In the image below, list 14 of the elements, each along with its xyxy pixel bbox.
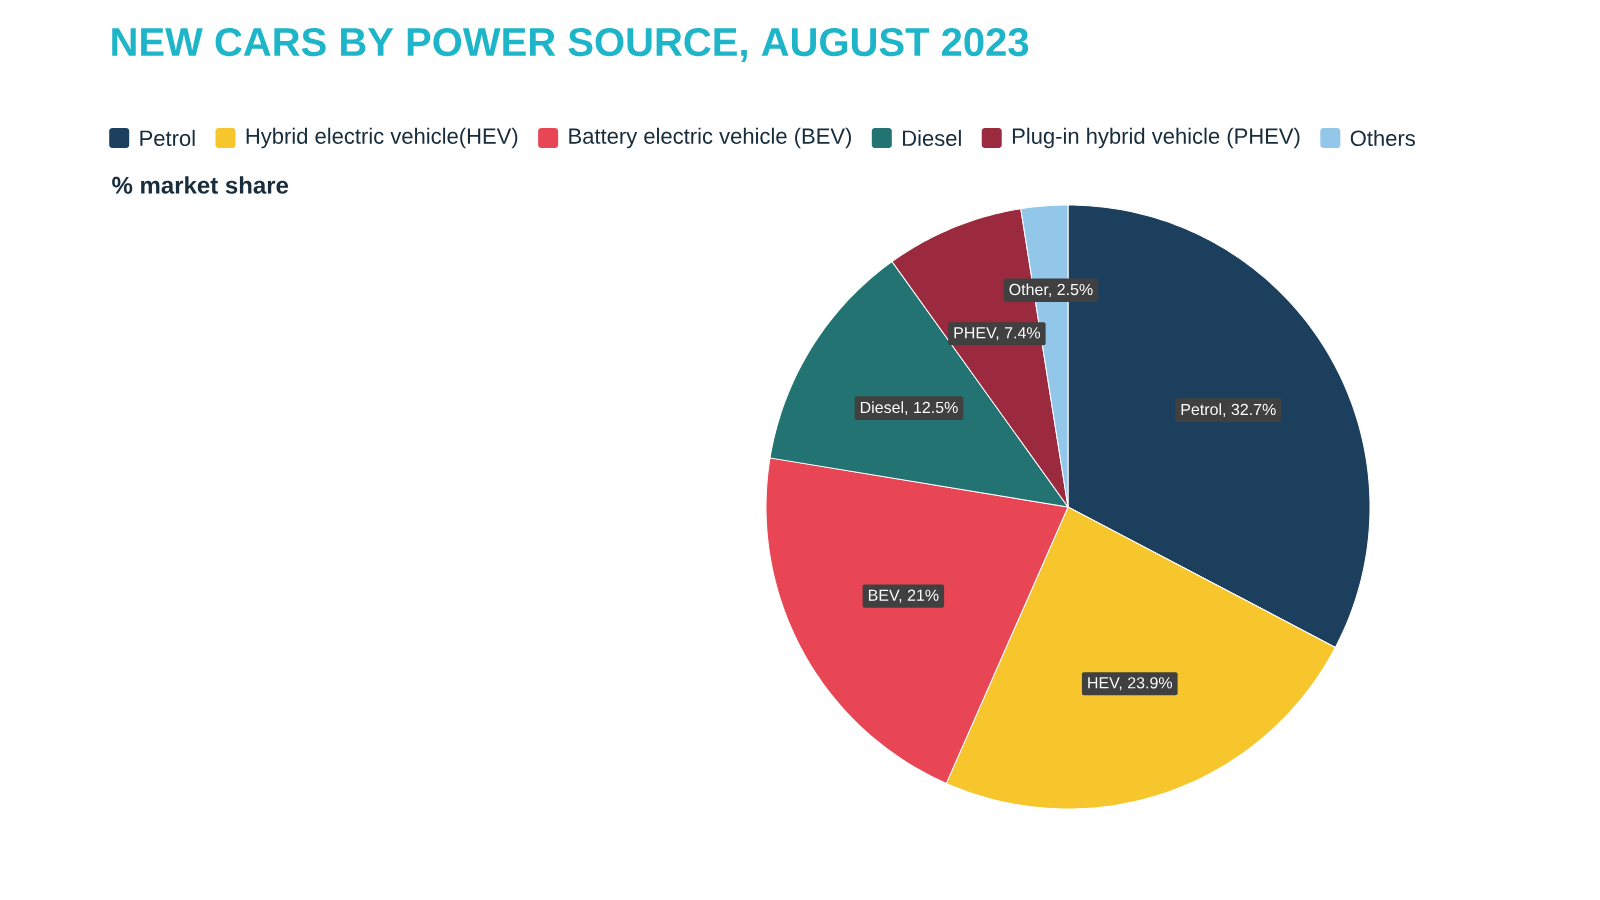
legend-label: Others (1350, 129, 1415, 147)
data-label: Diesel, 12.5% (860, 401, 958, 415)
data-label: Other, 2.5% (1009, 283, 1093, 298)
legend-label: Petrol (140, 129, 195, 147)
legend-label: Hybrid electric vehicle(HEV) (246, 127, 518, 149)
data-label: PHEV, 7.4% (954, 327, 1041, 341)
legend-label: Plug-in hybrid vehicle (PHEV) (1012, 127, 1300, 149)
data-label: Petrol, 32.7% (1181, 403, 1276, 417)
data-label: BEV, 21% (868, 589, 939, 603)
legend-label: Battery electric vehicle (BEV) (569, 127, 851, 149)
legend-label: Diesel (903, 129, 961, 147)
data-label: HEV, 23.9% (1088, 677, 1173, 691)
text: % market share (112, 176, 289, 194)
chart-title: NEW CARS BY POWER SOURCE, AUGUST 2023 (112, 27, 1029, 63)
